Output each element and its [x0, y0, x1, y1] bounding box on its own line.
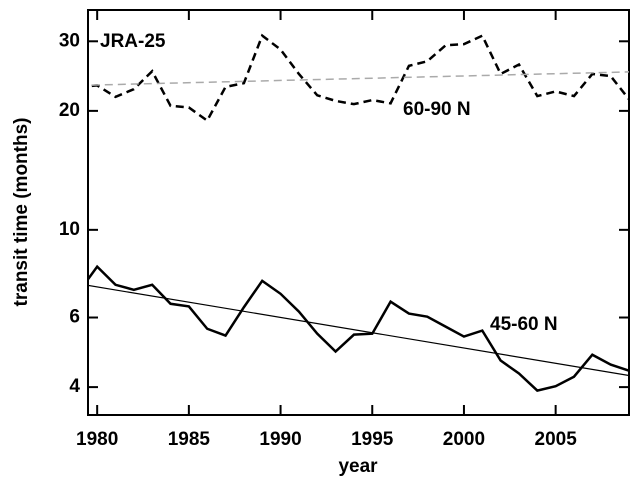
x-tick-label: 1990 — [259, 429, 301, 450]
line — [88, 71, 629, 86]
y-axis-label: transit time (months) — [11, 118, 32, 307]
line — [88, 264, 629, 392]
x-tick-label: 2000 — [443, 429, 485, 450]
series-label: 60-90 N — [403, 99, 471, 120]
x-tick-label: 1980 — [76, 429, 118, 450]
line — [88, 284, 629, 377]
x-tick-label: 1995 — [351, 429, 394, 450]
series-label: 45-60 N — [490, 314, 558, 335]
y-tick-label: 20 — [59, 100, 80, 121]
x-tick-label: 1985 — [168, 429, 211, 450]
annotation: JRA-25 — [100, 31, 166, 52]
y-tick-label: 10 — [59, 219, 80, 240]
y-tick-label: 30 — [59, 30, 80, 51]
x-tick-label: 2005 — [535, 429, 578, 450]
line — [88, 33, 629, 123]
x-axis-label: year — [338, 456, 378, 477]
y-tick-label: 4 — [69, 376, 80, 397]
y-tick-label: 6 — [69, 307, 80, 328]
plot-frame — [87, 9, 630, 416]
plot-area — [88, 33, 629, 392]
